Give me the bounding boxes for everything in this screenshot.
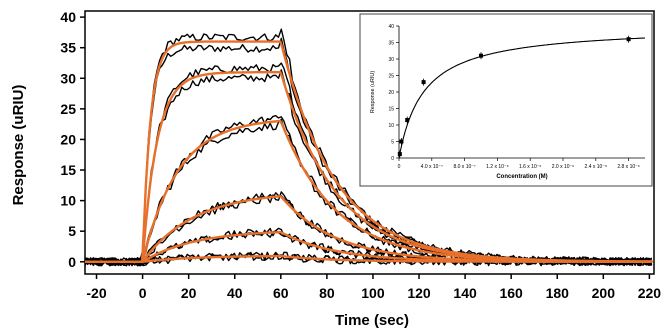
inset-y-tick-label: 5 bbox=[391, 140, 394, 146]
x-tick-label: 200 bbox=[592, 285, 616, 301]
inset-data-point bbox=[397, 152, 402, 157]
main-plot-area bbox=[85, 28, 653, 267]
inset-x-tick-label: 2.8 x 10⁻⁶ bbox=[617, 164, 640, 170]
y-tick-label: 0 bbox=[68, 254, 76, 270]
inset-x-axis-title: Concentration (M) bbox=[496, 174, 547, 180]
x-tick-label: 220 bbox=[638, 285, 662, 301]
inset-data-point bbox=[405, 118, 410, 123]
main-ticks: -20 0 20 40 60 80 100 120 140 160 180 200 2200510152… bbox=[60, 9, 661, 301]
x-tick-label: -20 bbox=[86, 285, 106, 301]
data-trace bbox=[85, 191, 653, 267]
inset-data-point bbox=[421, 80, 426, 85]
inset-y-tick-label: 20 bbox=[388, 90, 394, 96]
inset-binding-curve: 0 5 10 15 20 25 30 35 40 0 4.0 x 10⁻⁷ 8.0 x 10⁻⁷ 1.2… bbox=[359, 13, 653, 187]
plot-frame bbox=[84, 10, 655, 275]
x-tick-label: 80 bbox=[319, 285, 335, 301]
inset-x-tick-label: 4.0 x 10⁻⁷ bbox=[421, 164, 443, 170]
inset-data-point bbox=[399, 139, 404, 144]
y-tick-label: 15 bbox=[60, 162, 76, 178]
inset-data-point bbox=[479, 53, 483, 58]
inset-y-tick-label: 0 bbox=[391, 156, 394, 162]
inset-box bbox=[359, 13, 653, 187]
y-tick-label: 30 bbox=[60, 70, 76, 86]
data-trace bbox=[85, 192, 653, 266]
inset-fit-curve bbox=[398, 37, 646, 159]
inset-data-point bbox=[626, 37, 631, 42]
y-axis-title: Response (uRIU) bbox=[10, 85, 27, 206]
inset-x-tick-label: 1.2 x 10⁻⁶ bbox=[486, 164, 509, 170]
x-tick-label: 20 bbox=[181, 285, 197, 301]
y-tick-label: 40 bbox=[60, 9, 76, 25]
inset-x-tick-label: 0 bbox=[398, 164, 401, 170]
inset-y-tick-label: 40 bbox=[388, 24, 394, 30]
y-tick-label: 35 bbox=[60, 40, 76, 56]
inset-x-tick-label: 2.4 x 10⁻⁶ bbox=[585, 164, 608, 170]
inset-x-tick-label: 1.6 x 10⁻⁶ bbox=[519, 164, 542, 170]
main-axes bbox=[84, 10, 655, 275]
y-tick-label: 25 bbox=[60, 101, 76, 117]
x-tick-label: 100 bbox=[361, 285, 385, 301]
inset-y-tick-label: 15 bbox=[388, 107, 394, 113]
inset-y-tick-label: 25 bbox=[388, 74, 394, 80]
inset-x-tick-label: 2.0 x 10⁻⁶ bbox=[552, 164, 575, 170]
y-tick-label: 20 bbox=[60, 131, 76, 147]
y-tick-label: 5 bbox=[68, 223, 76, 239]
x-tick-label: 40 bbox=[227, 285, 243, 301]
inset-y-axis-title: Response (uRIU) bbox=[370, 71, 376, 114]
inset-y-tick-label: 35 bbox=[388, 41, 394, 47]
x-tick-label: 0 bbox=[139, 285, 147, 301]
x-tick-label: 180 bbox=[546, 285, 570, 301]
y-tick-label: 10 bbox=[60, 193, 76, 209]
inset-y-tick-label: 10 bbox=[388, 123, 394, 129]
x-tick-label: 140 bbox=[453, 285, 477, 301]
x-tick-label: 120 bbox=[407, 285, 431, 301]
inset-y-tick-label: 30 bbox=[388, 57, 394, 63]
x-tick-label: 60 bbox=[273, 285, 289, 301]
x-axis-title: Time (sec) bbox=[335, 312, 409, 329]
x-tick-label: 160 bbox=[499, 285, 523, 301]
inset-x-tick-label: 8.0 x 10⁻⁷ bbox=[453, 164, 475, 170]
fit-curve bbox=[85, 254, 653, 263]
